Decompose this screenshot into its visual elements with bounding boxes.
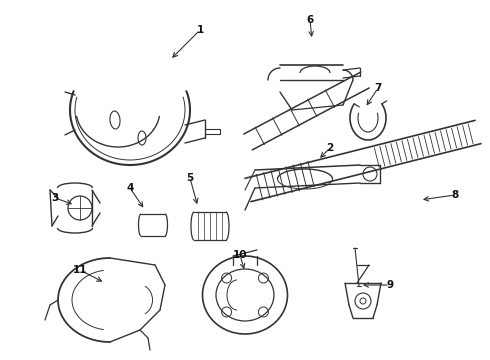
- Text: 5: 5: [186, 173, 194, 183]
- Text: 8: 8: [451, 190, 459, 200]
- Text: 11: 11: [73, 265, 87, 275]
- Text: 6: 6: [306, 15, 314, 25]
- Text: 7: 7: [374, 83, 382, 93]
- Text: 3: 3: [51, 193, 59, 203]
- Text: 1: 1: [196, 25, 204, 35]
- Text: 10: 10: [233, 250, 247, 260]
- Text: 4: 4: [126, 183, 134, 193]
- Text: 2: 2: [326, 143, 334, 153]
- Text: 9: 9: [387, 280, 393, 290]
